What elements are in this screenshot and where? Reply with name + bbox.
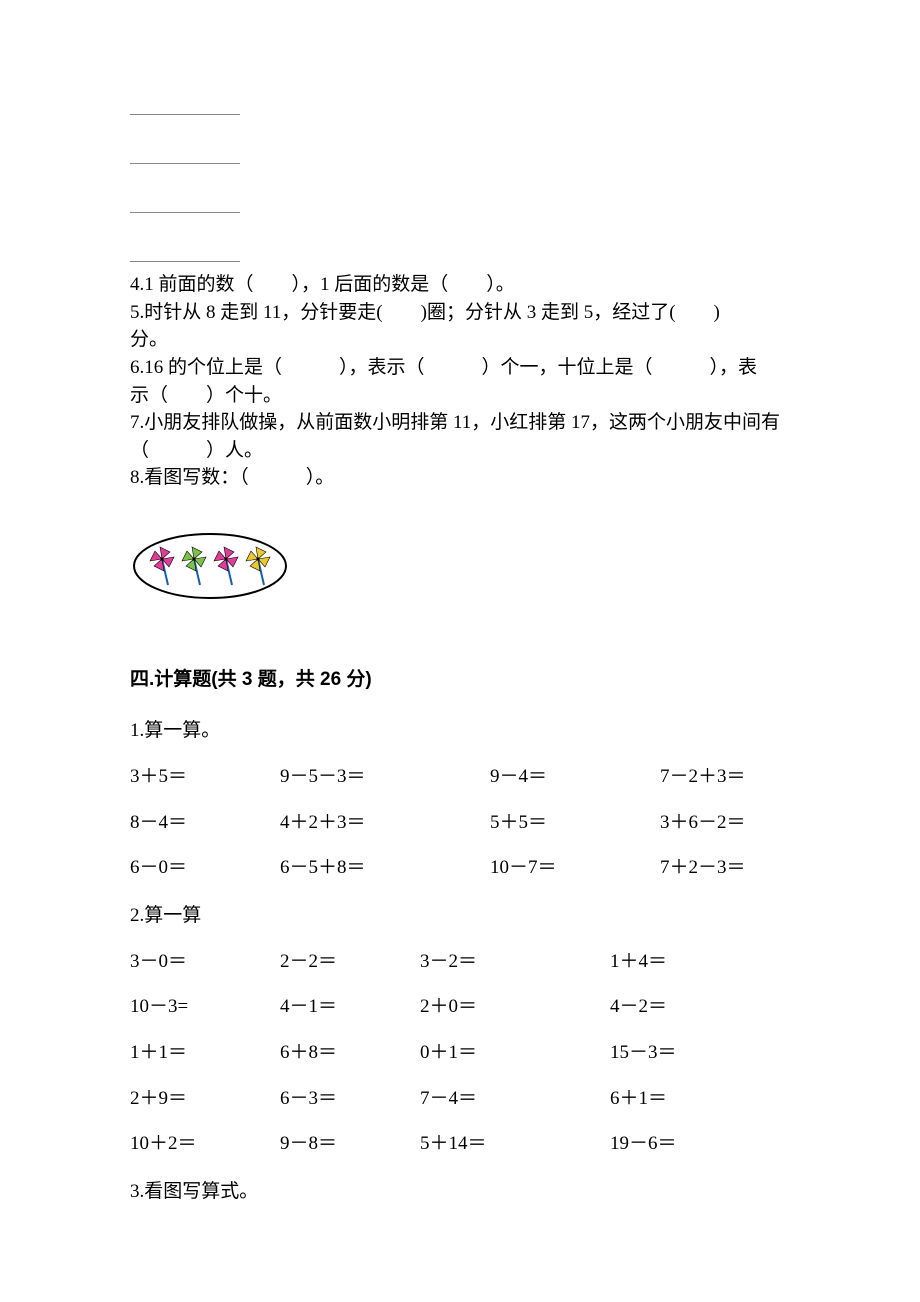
calc-cell: 6－0＝ — [130, 855, 280, 881]
calc-q1-label: 1.算一算。 — [130, 718, 790, 744]
calc-cell: 8－4＝ — [130, 810, 280, 836]
calc-cell: 1＋4＝ — [610, 949, 790, 975]
calc-cell: 15－3＝ — [610, 1040, 790, 1066]
calc-cell: 7－2＋3＝ — [660, 764, 790, 790]
calc-cell: 0＋1＝ — [420, 1040, 610, 1066]
calc-cell: 10－7＝ — [490, 855, 660, 881]
section-4-title: 四.计算题(共 3 题，共 26 分) — [130, 667, 790, 693]
calc-cell: 6－5＋8＝ — [280, 855, 490, 881]
calc-cell: 2＋0＝ — [420, 994, 610, 1020]
calc-cell: 3＋6－2＝ — [660, 810, 790, 836]
calc-cell: 5＋14＝ — [420, 1131, 610, 1157]
pinwheel-figure — [130, 521, 790, 619]
calc-cell: 10＋2＝ — [130, 1131, 280, 1157]
write-line — [130, 247, 240, 262]
write-line — [130, 100, 240, 115]
page: 4.1 前面的数（ ），1 后面的数是（ ）。 5.时针从 8 走到 11，分针… — [0, 0, 920, 1302]
calc-cell: 6＋1＝ — [610, 1086, 790, 1112]
calc-q1-grid: 3＋5＝9－5－3＝9－4＝7－2＋3＝ 8－4＝4＋2＋3＝5＋5＝3＋6－2＝… — [130, 764, 790, 881]
fill-q5-line2: 分。 — [130, 327, 790, 353]
fill-q8: 8.看图写数：（ ）。 — [130, 465, 790, 491]
calc-cell: 4＋2＋3＝ — [280, 810, 490, 836]
calc-cell: 3－0＝ — [130, 949, 280, 975]
calc-cell: 7＋2－3＝ — [660, 855, 790, 881]
calc-cell: 7－4＝ — [420, 1086, 610, 1112]
calc-cell: 3＋5＝ — [130, 764, 280, 790]
fill-q7-line2: （ ）人。 — [130, 438, 790, 464]
calc-cell: 9－5－3＝ — [280, 764, 490, 790]
calc-cell: 9－8＝ — [280, 1131, 420, 1157]
calc-cell: 2－2＝ — [280, 949, 420, 975]
fill-q6-line2: 示（ ）个十。 — [130, 383, 790, 409]
write-line — [130, 198, 240, 213]
fill-q4: 4.1 前面的数（ ），1 后面的数是（ ）。 — [130, 272, 790, 298]
calc-q2-label: 2.算一算 — [130, 903, 790, 929]
calc-q3-label: 3.看图写算式。 — [130, 1179, 790, 1205]
fill-q6-line1: 6.16 的个位上是（ ），表示（ ）个一，十位上是（ ），表 — [130, 355, 790, 381]
calc-cell: 9－4＝ — [490, 764, 660, 790]
calc-q2-grid: 3－0＝2－2＝3－2＝1＋4＝ 10－3=4－1＝2＋0＝4－2＝ 1＋1＝6＋8… — [130, 949, 790, 1157]
calc-cell: 2＋9＝ — [130, 1086, 280, 1112]
fill-q7-line1: 7.小朋友排队做操，从前面数小明排第 11，小红排第 17，这两个小朋友中间有 — [130, 410, 790, 436]
calc-cell: 5＋5＝ — [490, 810, 660, 836]
calc-cell: 19－6＝ — [610, 1131, 790, 1157]
fill-in-blank-section: 4.1 前面的数（ ），1 后面的数是（ ）。 5.时针从 8 走到 11，分针… — [130, 272, 790, 491]
calc-cell: 4－1＝ — [280, 994, 420, 1020]
calc-cell: 1＋1＝ — [130, 1040, 280, 1066]
calc-cell: 3－2＝ — [420, 949, 610, 975]
pinwheel-svg — [130, 521, 290, 611]
write-line — [130, 149, 240, 164]
calc-cell: 4－2＝ — [610, 994, 790, 1020]
calc-cell: 10－3= — [130, 994, 280, 1020]
fill-q5-line1: 5.时针从 8 走到 11，分针要走( )圈；分针从 3 走到 5，经过了( ) — [130, 300, 790, 326]
calc-cell: 6－3＝ — [280, 1086, 420, 1112]
calc-cell: 6＋8＝ — [280, 1040, 420, 1066]
